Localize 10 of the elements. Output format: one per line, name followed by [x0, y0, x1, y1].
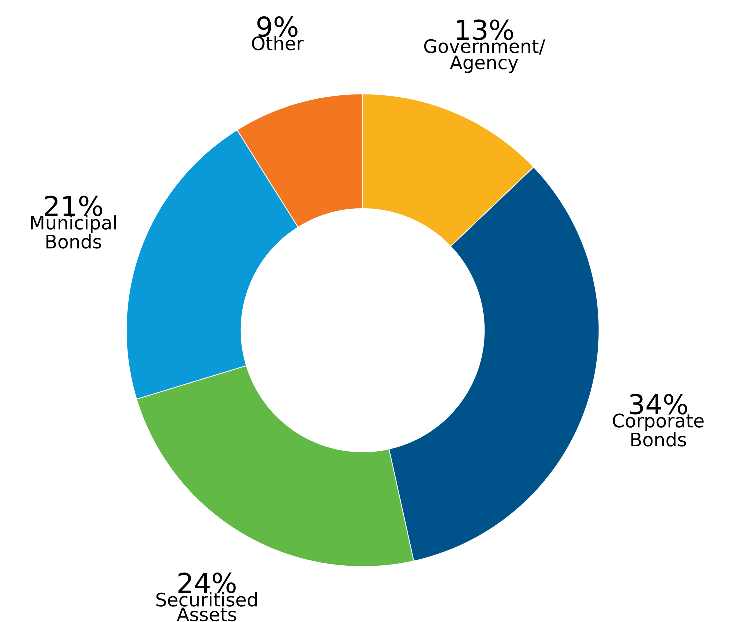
data-label: 24%	[178, 572, 236, 594]
slice-label: Other	[252, 36, 304, 51]
slice-label: Government/ Agency	[424, 40, 546, 74]
slice-label: Municipal Bonds	[31, 216, 116, 250]
slice-label: Securitised Assets	[156, 592, 258, 622]
data-label: 13%	[457, 20, 514, 41]
slice-label: Corporate Bonds	[613, 414, 704, 447]
data-label: 21%	[45, 196, 102, 217]
data-label: 9%	[258, 16, 298, 38]
data-label: 34%	[630, 394, 688, 415]
